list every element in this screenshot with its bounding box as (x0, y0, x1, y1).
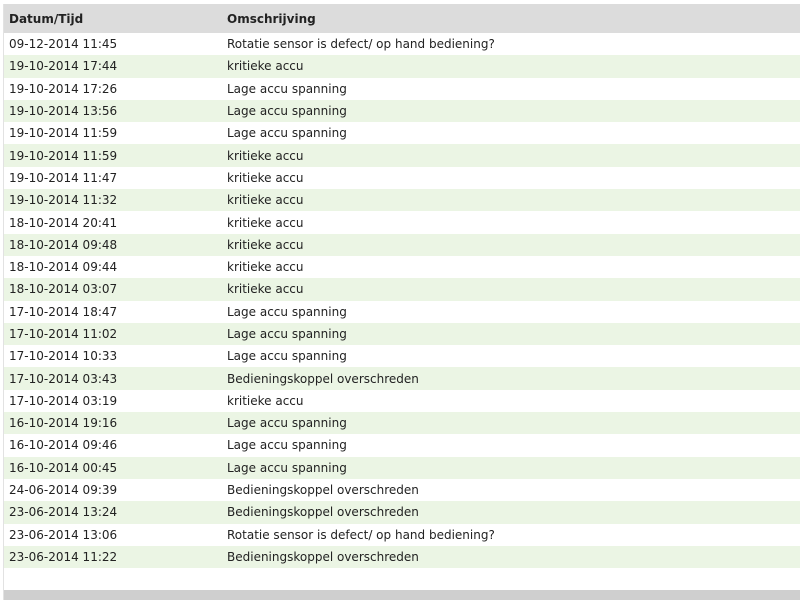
cell-datetime: 17-10-2014 10:33 (9, 349, 118, 364)
cell-description: Bedieningskoppel overschreden (227, 549, 419, 564)
cell-datetime: 23-06-2014 11:22 (9, 549, 118, 564)
cell-description: kritieke accu (227, 148, 304, 163)
cell-datetime: 16-10-2014 09:46 (9, 438, 118, 453)
table-row[interactable]: 16-10-2014 19:16 Lage accu spanning (4, 412, 800, 435)
cell-description: Bedieningskoppel overschreden (227, 483, 419, 498)
cell-datetime: 19-10-2014 11:59 (9, 126, 118, 141)
table-row[interactable]: 23-06-2014 11:22 Bedieningskoppel oversch… (4, 545, 800, 569)
event-log-table: Datum/Tijd Omschrijving 09-12-2014 11:45… (3, 4, 800, 600)
cell-description: Lage accu spanning (227, 460, 347, 475)
cell-description: Lage accu spanning (227, 304, 347, 319)
cell-datetime: 18-10-2014 03:07 (9, 282, 118, 297)
cell-description: Lage accu spanning (227, 104, 347, 119)
cell-datetime: 19-10-2014 11:32 (9, 193, 118, 208)
cell-datetime: 18-10-2014 09:48 (9, 237, 118, 252)
cell-datetime: 16-10-2014 19:16 (9, 416, 118, 431)
cell-datetime: 19-10-2014 17:44 (9, 59, 118, 74)
table-row[interactable]: 17-10-2014 03:43 Bedieningskoppel oversch… (4, 367, 800, 390)
cell-datetime: 09-12-2014 11:45 (9, 37, 118, 52)
cell-description: kritieke accu (227, 237, 304, 252)
cell-datetime: 18-10-2014 20:41 (9, 215, 118, 230)
cell-datetime: 23-06-2014 13:24 (9, 505, 118, 520)
table-row[interactable]: 17-10-2014 03:19 kritieke accu (4, 390, 800, 412)
table-row[interactable]: 18-10-2014 09:48 kritieke accu (4, 233, 800, 256)
cell-datetime: 19-10-2014 11:59 (9, 148, 118, 163)
cell-datetime: 17-10-2014 11:02 (9, 327, 118, 341)
table-row[interactable]: 19-10-2014 11:59 Lage accu spanning (4, 122, 800, 144)
cell-datetime: 19-10-2014 17:26 (9, 81, 118, 96)
table-header: Datum/Tijd Omschrijving (4, 4, 800, 33)
cell-datetime: 19-10-2014 13:56 (9, 104, 118, 119)
cell-description: kritieke accu (227, 193, 304, 208)
cell-description: kritieke accu (227, 215, 304, 230)
table-row[interactable]: 19-10-2014 17:44 kritieke accu (4, 55, 800, 78)
table-row[interactable]: 09-12-2014 11:45 Rotatie sensor is defect… (4, 33, 800, 55)
table-row[interactable]: 18-10-2014 20:41 kritieke accu (4, 211, 800, 233)
cell-description: Bedieningskoppel overschreden (227, 505, 419, 520)
cell-description: Lage accu spanning (227, 81, 347, 96)
cell-description: kritieke accu (227, 282, 304, 297)
cell-datetime: 17-10-2014 18:47 (9, 304, 118, 319)
table-row[interactable]: 18-10-2014 03:07 kritieke accu (4, 278, 800, 301)
cell-datetime: 18-10-2014 09:44 (9, 260, 118, 275)
table-row[interactable]: 19-10-2014 11:59 kritieke accu (4, 144, 800, 167)
cell-description: kritieke accu (227, 393, 304, 408)
cell-description: kritieke accu (227, 170, 304, 185)
cell-description: kritieke accu (227, 59, 304, 74)
cell-description: kritieke accu (227, 260, 304, 275)
table-row[interactable]: 17-10-2014 10:33 Lage accu spanning (4, 345, 800, 367)
table-row[interactable]: 23-06-2014 13:06 Rotatie sensor is defect… (4, 524, 800, 546)
cell-description: Rotatie sensor is defect/ op hand bedien… (227, 527, 495, 542)
table-row[interactable]: 17-10-2014 18:47 Lage accu spanning (4, 301, 800, 323)
table-row[interactable]: 19-10-2014 11:32 kritieke accu (4, 189, 800, 212)
cell-datetime: 16-10-2014 00:45 (9, 460, 118, 475)
column-header-description[interactable]: Omschrijving (227, 11, 316, 26)
cell-description: Lage accu spanning (227, 349, 347, 364)
cell-datetime: 17-10-2014 03:19 (9, 393, 118, 408)
cell-description: Rotatie sensor is defect/ op hand bedien… (227, 37, 495, 52)
table-row[interactable]: 16-10-2014 09:46 Lage accu spanning (4, 434, 800, 456)
cell-datetime: 17-10-2014 03:43 (9, 371, 118, 386)
column-header-datetime[interactable]: Datum/Tijd (9, 11, 84, 26)
table-row[interactable]: 17-10-2014 11:02 Lage accu spanning (4, 322, 800, 346)
table-row[interactable]: 19-10-2014 17:26 Lage accu spanning (4, 78, 800, 100)
cell-description: Lage accu spanning (227, 327, 347, 341)
cell-datetime: 23-06-2014 13:06 (9, 527, 118, 542)
table-row[interactable]: 19-10-2014 11:47 kritieke accu (4, 167, 800, 189)
cell-datetime: 19-10-2014 11:47 (9, 170, 118, 185)
footer-bar (4, 590, 800, 600)
cell-description: Lage accu spanning (227, 416, 347, 431)
table-row[interactable]: 18-10-2014 09:44 kritieke accu (4, 256, 800, 278)
cell-description: Lage accu spanning (227, 438, 347, 453)
table-row[interactable]: 16-10-2014 00:45 Lage accu spanning (4, 456, 800, 479)
table-row[interactable]: 19-10-2014 13:56 Lage accu spanning (4, 99, 800, 123)
table-row[interactable]: 24-06-2014 09:39 Bedieningskoppel oversch… (4, 479, 800, 501)
cell-description: Bedieningskoppel overschreden (227, 371, 419, 386)
table-body: 09-12-2014 11:45 Rotatie sensor is defect… (4, 33, 800, 569)
cell-datetime: 24-06-2014 09:39 (9, 483, 118, 498)
table-row[interactable]: 23-06-2014 13:24 Bedieningskoppel oversch… (4, 501, 800, 524)
cell-description: Lage accu spanning (227, 126, 347, 141)
